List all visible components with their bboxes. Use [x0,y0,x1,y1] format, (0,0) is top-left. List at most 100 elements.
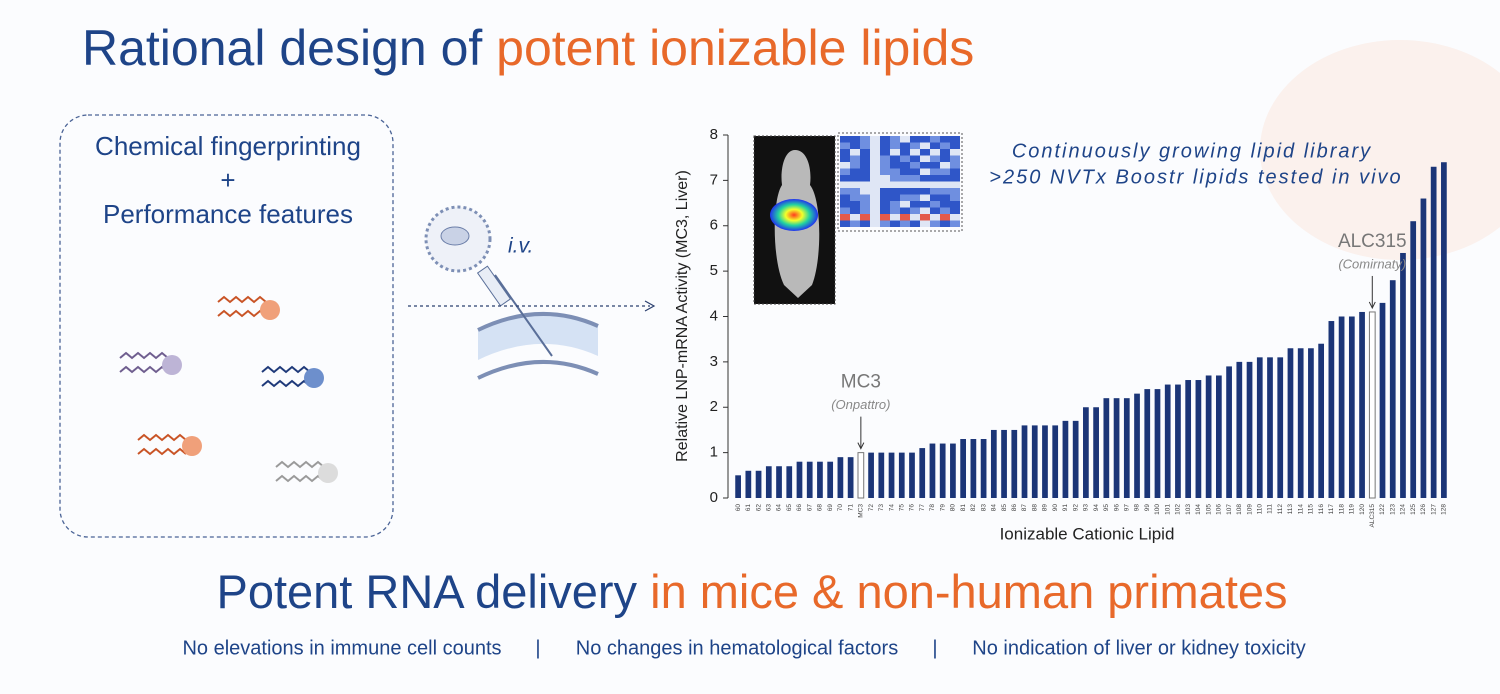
bar [970,439,977,498]
heatmap-cell [910,188,920,195]
bar [1338,316,1345,498]
heatmap-cell [890,142,900,149]
heatmap-cell [950,201,960,208]
heatmap-cell [870,155,880,162]
heatmap-image [837,132,963,232]
heatmap-cell [840,201,850,208]
heatmap-cell [930,207,940,214]
heatmap-cell [950,175,960,182]
x-tick-label: 75 [898,504,905,512]
heatmap-cell [850,207,860,214]
heatmap-cell [840,181,850,188]
bar [1164,384,1171,498]
bar [857,452,865,499]
heatmap-cell [880,207,890,214]
heatmap-cell [930,194,940,201]
heatmap-cell [910,155,920,162]
heatmap-cell [900,149,910,156]
heatmap-cell [880,168,890,175]
bar [1359,311,1365,498]
heatmap-cell [920,181,930,188]
heatmap-cell [860,207,870,214]
heatmap-cell [910,168,920,175]
heatmap-cell [930,188,940,195]
heatmap-cell [840,194,850,201]
x-tick-label: 111 [1267,504,1274,514]
heatmap-cell [910,162,920,169]
heatmap-cell [930,181,940,188]
heatmap-cell [850,149,860,156]
heatmap-cell [940,188,950,195]
heatmap-cell [940,155,950,162]
heatmap-cell [900,194,910,201]
heatmap-cell [950,181,960,188]
heatmap-cell [940,220,950,227]
bar [1410,221,1417,498]
x-tick-label: 97 [1124,504,1131,512]
bar [1348,316,1355,498]
heatmap-cell [950,194,960,201]
x-tick-label: 63 [766,504,773,512]
heatmap-cell [870,136,880,143]
heatmap-cell [920,168,930,175]
footer-row: No elevations in immune cell counts | No c… [182,637,1305,659]
heatmap-cell [880,194,890,201]
inset-text: Continuously growing lipid library [1012,140,1372,162]
lipid-molecules [119,295,338,483]
heatmap-cell [880,142,890,149]
heatmap-cell [870,194,880,201]
heatmap-cell [880,188,890,195]
heatmap-cell [950,136,960,143]
bar [1031,425,1038,498]
heatmap-cell [940,175,950,182]
x-tick-label: 81 [960,504,967,512]
heatmap-cell [880,155,890,162]
x-tick-label: 99 [1144,504,1151,512]
x-tick-label: 128 [1441,504,1448,515]
bar [939,443,946,498]
bar [1297,348,1304,498]
y-tick-label: 2 [710,398,718,415]
x-tick-label: 94 [1093,504,1100,512]
heatmap-cell [950,220,960,227]
x-tick-label: 106 [1216,504,1223,515]
bar [1021,425,1028,498]
heatmap-cell [870,201,880,208]
bar [1011,429,1018,498]
heatmap-cell [880,220,890,227]
y-tick-label: 5 [710,262,718,279]
bar [806,461,813,498]
heatmap-cell [860,194,870,201]
heatmap-cell [860,149,870,156]
heatmap-cell [840,136,850,143]
x-tick-label: 115 [1308,504,1315,515]
x-tick-label: 110 [1256,504,1263,515]
x-tick-label: 116 [1318,504,1325,515]
x-tick-label: 119 [1349,504,1356,515]
x-tick-label: 89 [1042,504,1049,512]
y-tick-label: 1 [710,444,718,461]
bar [1379,302,1386,498]
x-tick-label: 98 [1134,504,1141,512]
bar [868,452,874,498]
heatmap-cell [860,155,870,162]
bar [1400,252,1406,498]
heatmap-cell [930,214,940,221]
x-tick-label: 107 [1226,504,1233,515]
bar [1420,198,1427,498]
heatmap-cell [940,207,950,214]
bar [786,466,793,498]
heatmap-cell [850,201,860,208]
bar [1205,375,1212,498]
heatmap-cell [840,168,850,175]
x-tick-label: 83 [980,504,987,512]
heatmap-cell [860,188,870,195]
heatmap-cell [950,149,960,156]
heatmap-cell [920,162,930,169]
design-box [59,114,394,538]
heatmap-cell [850,155,860,162]
footer-item: No indication of liver or kidney toxicit… [972,637,1305,659]
heatmap-cell [850,168,860,175]
x-tick-label: 114 [1297,504,1304,515]
